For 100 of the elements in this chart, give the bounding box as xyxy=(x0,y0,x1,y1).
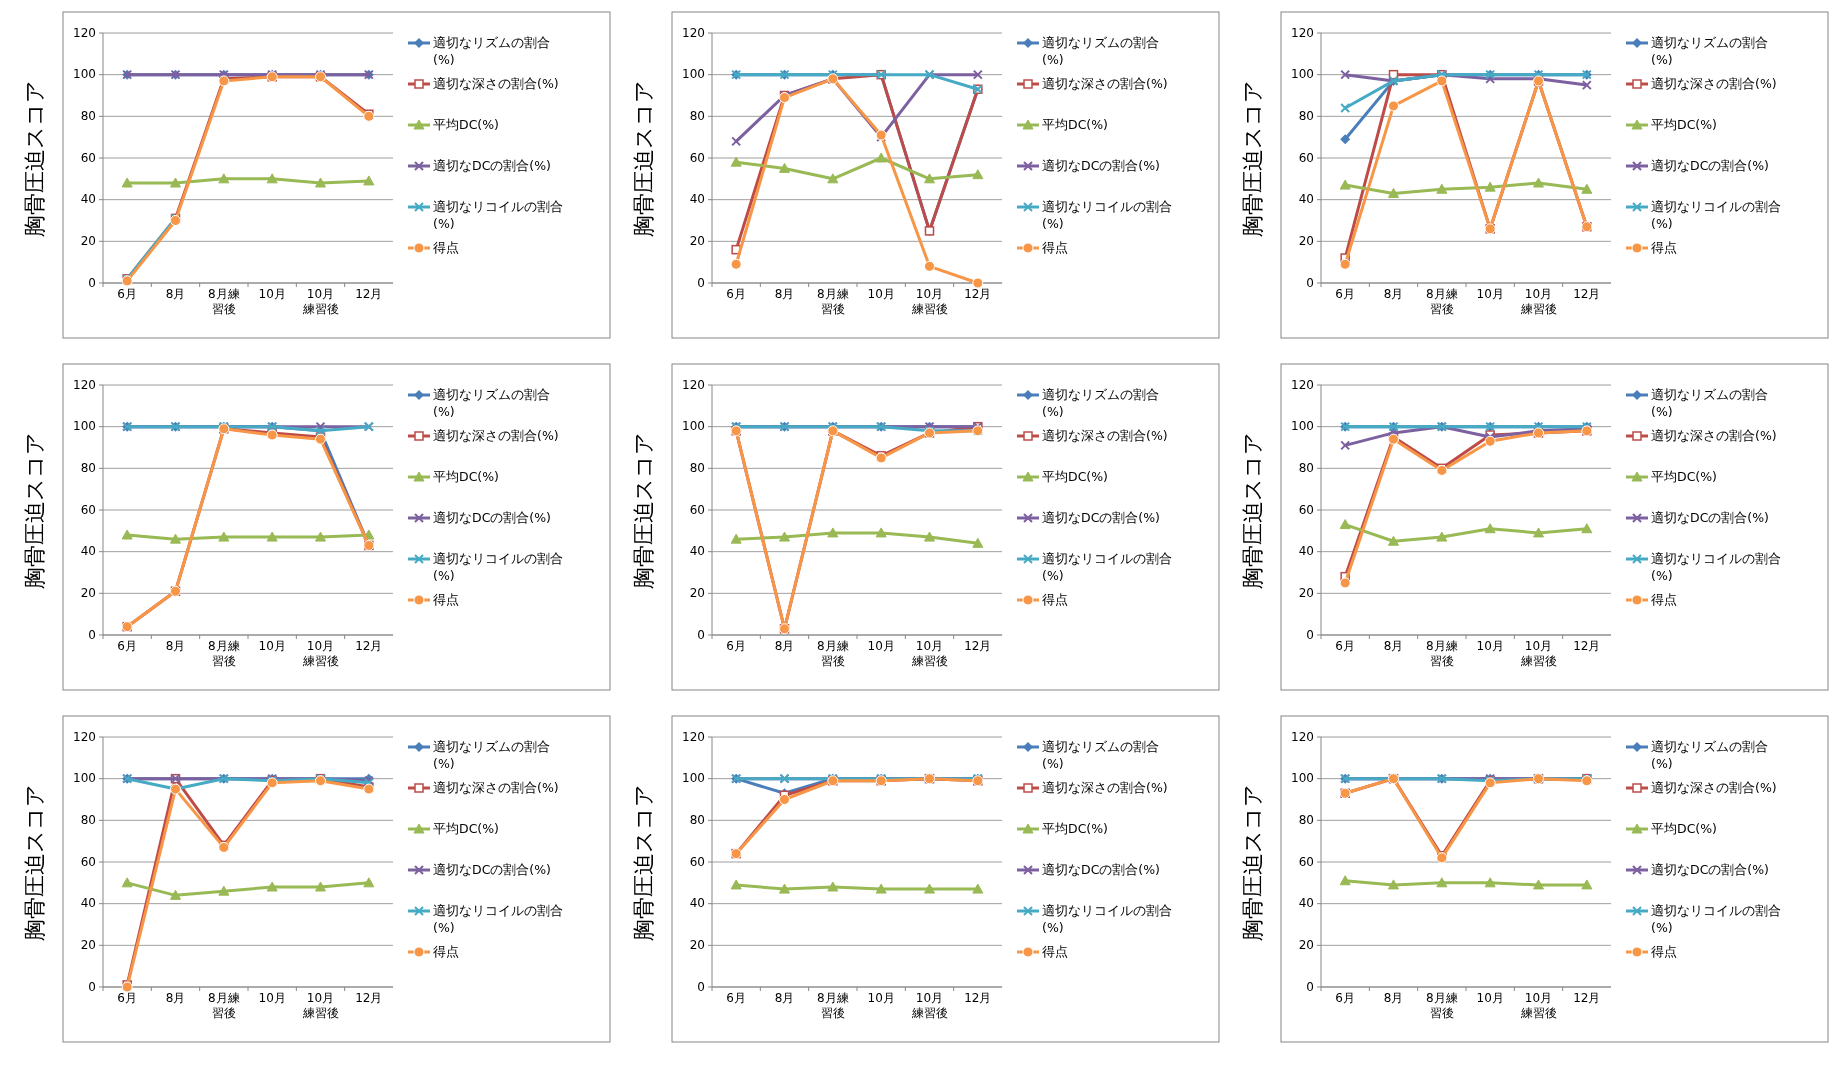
y-axis-title: 胸骨圧迫スコア xyxy=(631,431,656,589)
legend-label: 適切なDCの割合(%) xyxy=(433,861,551,877)
y-tick-label: 60 xyxy=(1298,502,1314,517)
y-tick-label: 100 xyxy=(682,419,705,434)
y-tick-label: 120 xyxy=(682,377,705,392)
y-tick-label: 60 xyxy=(80,502,96,517)
x-tick-label: 8月 xyxy=(1383,991,1404,1005)
legend-label: 平均DC(%) xyxy=(433,820,499,836)
x-tick-label: 8月 xyxy=(774,287,795,301)
y-axis-title: 胸骨圧迫スコア xyxy=(1240,783,1265,941)
legend-label: 適切な深さの割合(%) xyxy=(433,75,559,91)
y-tick-label: 120 xyxy=(1291,25,1314,40)
legend-label: 適切なリズムの割合(%) xyxy=(1042,738,1159,771)
y-tick-label: 80 xyxy=(1298,108,1314,123)
y-axis-title: 胸骨圧迫スコア xyxy=(1240,431,1265,589)
x-tick-label: 12月 xyxy=(355,991,383,1005)
x-tick-label: 12月 xyxy=(1573,639,1601,653)
legend-label: 適切なDCの割合(%) xyxy=(433,509,551,525)
legend-label: 平均DC(%) xyxy=(1042,468,1108,484)
x-tick-label: 8月 xyxy=(165,991,186,1005)
legend-label: 適切なリコイルの割合(%) xyxy=(1651,902,1781,935)
y-tick-label: 80 xyxy=(1298,460,1314,475)
legend-label: 適切なリズムの割合(%) xyxy=(433,386,550,419)
legend-label: 適切なリコイルの割合(%) xyxy=(1651,550,1781,583)
legend-label: 適切なDCの割合(%) xyxy=(1651,157,1769,173)
x-tick-label: 6月 xyxy=(1335,991,1355,1005)
legend-label: 適切な深さの割合(%) xyxy=(433,779,559,795)
y-axis-title: 胸骨圧迫スコア xyxy=(22,431,47,589)
y-tick-label: 20 xyxy=(80,937,96,952)
y-tick-label: 20 xyxy=(1298,937,1314,952)
legend-label: 適切なリコイルの割合(%) xyxy=(1651,198,1781,231)
y-tick-label: 80 xyxy=(1298,812,1314,827)
y-tick-label: 20 xyxy=(1298,233,1314,248)
legend-label: 適切なリコイルの割合(%) xyxy=(433,198,563,231)
legend-label: 適切なリコイルの割合(%) xyxy=(433,550,563,583)
y-axis-title: 胸骨圧迫スコア xyxy=(22,783,47,941)
legend-label: 適切な深さの割合(%) xyxy=(1651,779,1777,795)
y-tick-label: 100 xyxy=(1291,771,1314,786)
legend-label: 平均DC(%) xyxy=(1651,116,1717,132)
y-tick-label: 40 xyxy=(80,896,96,911)
y-tick-label: 100 xyxy=(73,419,96,434)
legend-label: 平均DC(%) xyxy=(1042,116,1108,132)
x-tick-label: 6月 xyxy=(117,639,137,653)
x-tick-label: 8月 xyxy=(165,639,186,653)
x-tick-label: 10月練習後 xyxy=(910,287,948,316)
legend-label: 適切な深さの割合(%) xyxy=(1042,427,1168,443)
x-tick-label: 12月 xyxy=(1573,991,1601,1005)
y-tick-label: 60 xyxy=(80,150,96,165)
y-tick-label: 0 xyxy=(697,275,705,290)
x-tick-label: 10月 xyxy=(1476,287,1504,301)
x-tick-label: 10月 xyxy=(258,991,286,1005)
y-tick-label: 120 xyxy=(73,729,96,744)
y-tick-label: 40 xyxy=(689,192,705,207)
y-tick-label: 40 xyxy=(1298,544,1314,559)
y-tick-label: 0 xyxy=(697,627,705,642)
x-tick-label: 10月 xyxy=(258,639,286,653)
legend-label: 平均DC(%) xyxy=(1042,820,1108,836)
legend-label: 適切な深さの割合(%) xyxy=(1651,75,1777,91)
x-tick-label: 10月 xyxy=(1476,991,1504,1005)
x-tick-label: 10月 xyxy=(867,991,895,1005)
y-tick-label: 0 xyxy=(1306,275,1314,290)
x-tick-label: 12月 xyxy=(1573,287,1601,301)
y-tick-label: 20 xyxy=(80,233,96,248)
legend-label: 得点 xyxy=(1651,591,1677,607)
legend-label: 得点 xyxy=(1651,943,1677,959)
x-tick-label: 10月練習後 xyxy=(301,639,339,668)
legend-label: 適切なリコイルの割合(%) xyxy=(1042,550,1172,583)
x-tick-label: 10月練習後 xyxy=(910,639,948,668)
y-tick-label: 120 xyxy=(73,25,96,40)
x-tick-label: 8月練習後 xyxy=(817,991,849,1020)
y-tick-label: 80 xyxy=(689,108,705,123)
legend-label: 適切なリコイルの割合(%) xyxy=(433,902,563,935)
legend-label: 得点 xyxy=(433,943,459,959)
legend-label: 適切なリズムの割合(%) xyxy=(1651,738,1768,771)
x-tick-label: 8月 xyxy=(774,991,795,1005)
y-tick-label: 0 xyxy=(1306,627,1314,642)
legend-label: 適切なDCの割合(%) xyxy=(1042,861,1160,877)
y-tick-label: 100 xyxy=(73,67,96,82)
y-tick-label: 40 xyxy=(1298,192,1314,207)
legend-label: 平均DC(%) xyxy=(433,468,499,484)
y-tick-label: 20 xyxy=(1298,585,1314,600)
legend-label: 適切な深さの割合(%) xyxy=(1042,779,1168,795)
legend-label: 得点 xyxy=(1042,591,1068,607)
y-tick-label: 60 xyxy=(1298,150,1314,165)
y-tick-label: 80 xyxy=(80,812,96,827)
legend-label: 適切なリズムの割合(%) xyxy=(1651,386,1768,419)
y-tick-label: 60 xyxy=(689,150,705,165)
legend-label: 平均DC(%) xyxy=(1651,468,1717,484)
x-tick-label: 6月 xyxy=(117,287,137,301)
y-tick-label: 100 xyxy=(1291,419,1314,434)
x-tick-label: 10月練習後 xyxy=(1519,639,1557,668)
legend-label: 平均DC(%) xyxy=(433,116,499,132)
x-tick-label: 10月練習後 xyxy=(910,991,948,1020)
y-tick-label: 100 xyxy=(1291,67,1314,82)
y-tick-label: 20 xyxy=(689,233,705,248)
x-tick-label: 10月 xyxy=(258,287,286,301)
y-tick-label: 40 xyxy=(689,544,705,559)
x-tick-label: 12月 xyxy=(964,287,992,301)
legend-label: 適切な深さの割合(%) xyxy=(1651,427,1777,443)
x-tick-label: 10月 xyxy=(867,639,895,653)
